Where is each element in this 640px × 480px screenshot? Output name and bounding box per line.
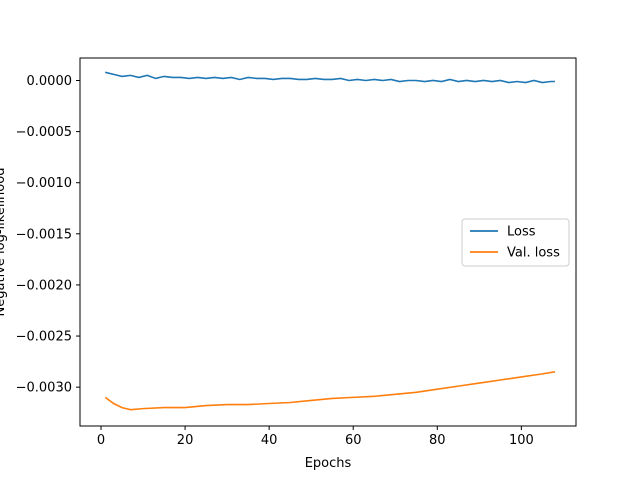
axes-frame [79,57,577,427]
series-line-0 [105,71,555,84]
y-tick-label: −0.0030 [16,381,72,396]
x-axis-label: Epochs [305,456,352,471]
y-axis-label: Negative log-likelihood [0,168,8,317]
y-tick-label: −0.0015 [16,227,72,242]
y-tick-label: −0.0020 [16,278,72,293]
series-layer [104,71,556,411]
legend: Loss Val. loss [461,218,570,267]
legend-label-0: Loss [507,225,536,240]
y-tick-label: −0.0010 [16,176,72,191]
x-tick-label: 100 [509,433,534,448]
x-tick-label: 60 [345,433,362,448]
x-tick-label: 80 [429,433,446,448]
y-axis-ticks: 0.0000 −0.0005 −0.0010 −0.0015 −0.0020 −0.002… [16,74,80,396]
y-tick-label: 0.0000 [27,74,73,89]
series-line-1 [104,371,556,411]
x-tick-label: 20 [177,433,194,448]
y-tick-label: −0.0025 [16,330,72,345]
x-tick-label: 40 [261,433,278,448]
x-axis-ticks: 0 20 40 60 80 100 [97,426,534,448]
y-tick-label: −0.0005 [16,125,72,140]
x-tick-label: 0 [97,433,105,448]
legend-label-1: Val. loss [507,246,560,261]
